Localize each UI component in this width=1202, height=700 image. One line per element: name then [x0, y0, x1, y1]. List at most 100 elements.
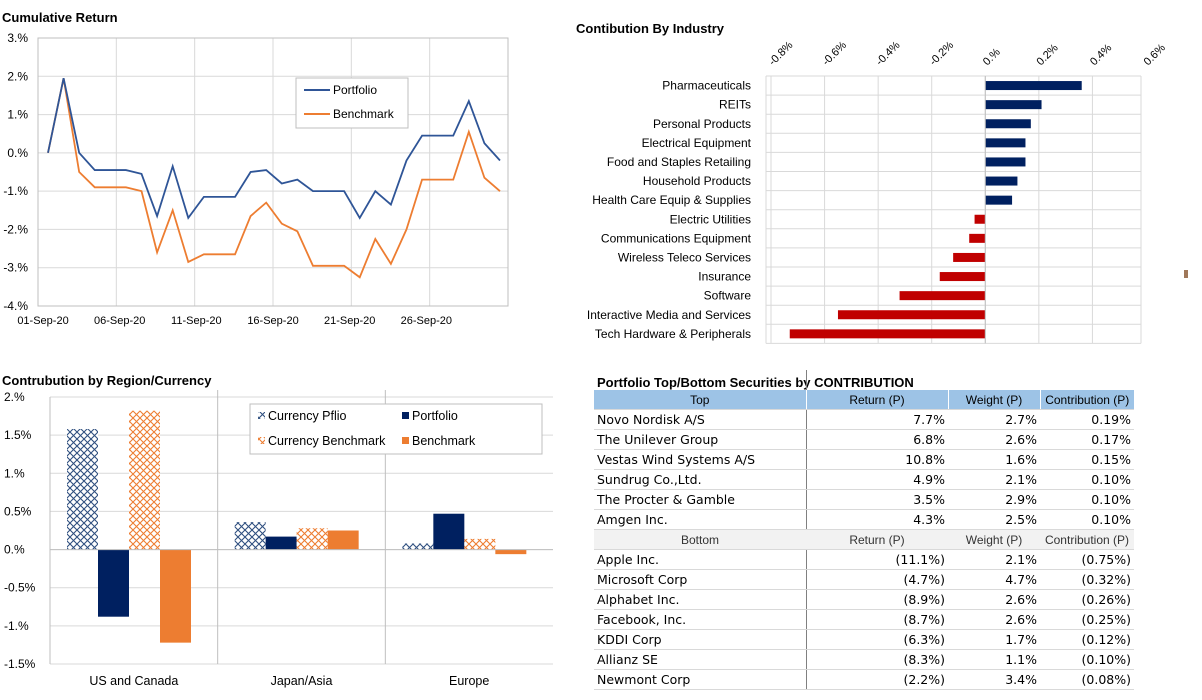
security-value: 0.10% [1040, 469, 1134, 490]
x-tick-label: 0.4% [1088, 42, 1114, 68]
region-chart-title: Contrubution by Region/Currency [2, 373, 212, 388]
security-value: 1.7% [948, 629, 1040, 650]
table-row: Allianz SE (8.3%) 1.1% (0.10%) [594, 649, 1134, 670]
security-value: (4.7%) [806, 569, 948, 590]
security-value: 2.1% [948, 469, 1040, 490]
bar [985, 138, 1026, 148]
table-row: Facebook, Inc. (8.7%) 2.6% (0.25%) [594, 609, 1134, 630]
security-value: 2.6% [948, 589, 1040, 610]
security-value: 6.8% [806, 429, 948, 450]
category-label: Japan/Asia [271, 674, 333, 688]
x-tick-label: -0.6% [820, 39, 849, 68]
legend: Currency Pflio Portfolio Currency Benchmar… [249, 403, 543, 455]
bar [129, 410, 160, 550]
bar [985, 157, 1026, 167]
security-value: 1.1% [948, 649, 1040, 670]
security-value: (8.9%) [806, 589, 948, 610]
x-tick-label: 16-Sep-20 [247, 315, 298, 327]
security-value: (0.10%) [1040, 649, 1134, 670]
bar [985, 119, 1031, 129]
security-value: (2.2%) [806, 669, 948, 690]
bar [969, 233, 986, 243]
security-value: 4.3% [806, 509, 948, 530]
category-label: Health Care Equip & Supplies [592, 193, 751, 207]
security-value: (0.25%) [1040, 609, 1134, 630]
security-name: Vestas Wind Systems A/S [594, 449, 807, 470]
y-tick-label: 0.5% [4, 504, 32, 518]
category-label: Communications Equipment [601, 231, 752, 245]
security-value: (0.32%) [1040, 569, 1134, 590]
series-line-portfolio [47, 78, 501, 220]
y-tick-label: -0.5% [4, 581, 36, 595]
category-label: REITs [719, 98, 751, 112]
security-value: (8.7%) [806, 609, 948, 630]
y-tick-label: 2.% [7, 69, 28, 83]
y-tick-label: 0.% [4, 543, 25, 557]
y-tick-label: 0.% [7, 146, 28, 160]
header-cell: Weight (P) [948, 529, 1040, 550]
security-value: (0.26%) [1040, 589, 1134, 610]
legend-label: Portfolio [333, 83, 377, 97]
series-line-benchmark [47, 78, 501, 279]
security-value: (0.75%) [1040, 549, 1134, 570]
security-name: Allianz SE [594, 649, 807, 670]
table-row: Sundrug Co.,Ltd. 4.9% 2.1% 0.10% [594, 469, 1134, 490]
security-value: (8.3%) [806, 649, 948, 670]
bar [985, 195, 1013, 205]
security-value: 0.19% [1040, 409, 1134, 430]
y-tick-label: 1.% [7, 108, 28, 122]
legend-swatch [402, 437, 409, 444]
category-label: Wireless Teleco Services [618, 250, 751, 264]
bottom-header-row: Bottom Return (P) Weight (P) Contributio… [594, 529, 1134, 550]
legend-swatch [402, 412, 409, 419]
bar [495, 549, 527, 555]
y-tick-label: 2.% [4, 390, 25, 404]
securities-table: Top Return (P) Weight (P) Contribution (… [594, 390, 1134, 690]
legend-label: Currency Benchmark [268, 434, 386, 448]
x-tick-label: -0.4% [874, 39, 903, 68]
security-value: 0.17% [1040, 429, 1134, 450]
bar [67, 429, 98, 550]
legend-label: Benchmark [412, 434, 476, 448]
industry-chart-title: Contibution By Industry [576, 21, 725, 36]
category-label: Software [704, 289, 752, 303]
securities-table-title: Portfolio Top/Bottom Securities by CONTR… [597, 375, 914, 390]
legend-swatch [258, 437, 265, 444]
edge-marker [1184, 270, 1188, 278]
cumulative-return-chart: 3.% 2.% 1.% 0.% -1.% -2.% -3.% -4.% 01-Sep-20 06-… [3, 31, 509, 327]
legend: Portfolio Benchmark [295, 77, 409, 129]
security-value: (6.3%) [806, 629, 948, 650]
bar [402, 543, 434, 550]
bar [160, 549, 191, 643]
security-value: 2.6% [948, 609, 1040, 630]
category-label: Europe [449, 674, 489, 688]
table-row: Novo Nordisk A/S 7.7% 2.7% 0.19% [594, 409, 1134, 430]
bar [464, 538, 496, 550]
y-tick-label: -2.% [3, 222, 28, 236]
security-value: 4.7% [948, 569, 1040, 590]
security-value: 3.4% [948, 669, 1040, 690]
legend-swatch [258, 412, 265, 419]
table-row: The Procter & Gamble 3.5% 2.9% 0.10% [594, 489, 1134, 510]
security-name: Facebook, Inc. [594, 609, 807, 630]
table-row: Vestas Wind Systems A/S 10.8% 1.6% 0.15% [594, 449, 1134, 470]
category-label: Electrical Equipment [642, 136, 752, 150]
x-tick-label: 06-Sep-20 [94, 315, 145, 327]
region-contribution-chart: 2.% 1.5% 1.% 0.5% 0.% -0.5% -1.% -1.5% US and Ca… [4, 390, 553, 688]
header-cell: Top [594, 390, 806, 410]
plot-area [37, 37, 509, 307]
header-cell: Contribution (P) [1040, 529, 1134, 550]
y-tick-label: 1.5% [4, 428, 32, 442]
table-row: Amgen Inc. 4.3% 2.5% 0.10% [594, 509, 1134, 530]
security-name: Amgen Inc. [594, 509, 807, 530]
header-cell: Contribution (P) [1039, 390, 1134, 410]
table-row: Microsoft Corp (4.7%) 4.7% (0.32%) [594, 569, 1134, 590]
category-label: Tech Hardware & Peripherals [595, 327, 751, 341]
x-tick-label: 21-Sep-20 [324, 315, 375, 327]
category-label: Pharmaceuticals [662, 79, 751, 93]
bar [98, 549, 129, 617]
security-value: 4.9% [806, 469, 948, 490]
bar [789, 329, 986, 339]
category-label: Food and Staples Retailing [607, 155, 751, 169]
bar [837, 310, 986, 320]
